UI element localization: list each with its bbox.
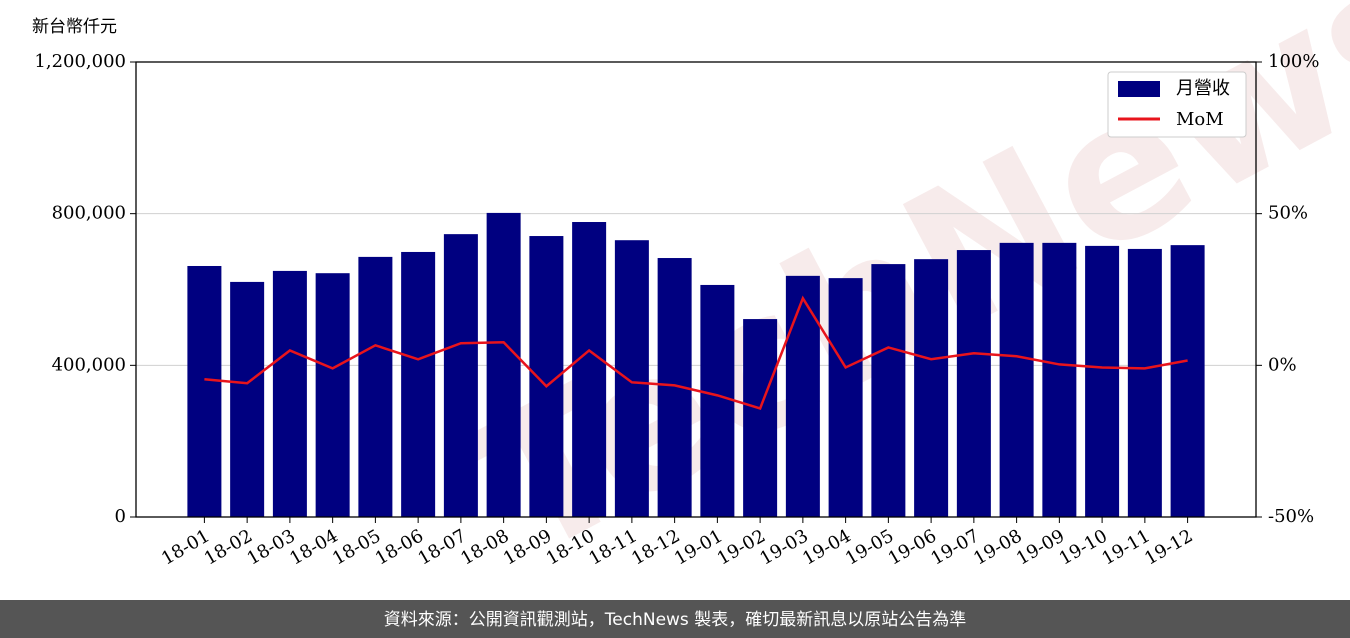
y-axis-label: 新台幣仟元 [32,17,117,37]
x-tick-label: 19-12 [1141,525,1196,569]
bar [1127,248,1162,517]
x-tick-label: 18-02 [201,525,256,569]
y-tick-label: 1,200,000 [34,51,126,72]
bar [785,275,820,517]
x-tick-label: 19-07 [927,525,982,569]
x-tick-label: 18-01 [158,525,213,569]
y-tick-label: 0 [115,506,126,527]
bar [486,212,521,518]
footer: 資料來源：公開資訊觀測站，TechNews 製表，確切最新訊息以原站公告為準 [384,610,966,630]
x-tick-label: 18-06 [372,525,427,569]
bar [743,319,778,517]
y2-tick-label: 0% [1268,354,1297,375]
bar [358,256,393,517]
x-tick-label: 18-04 [286,525,341,569]
x-tick-label: 19-11 [1098,525,1153,569]
x-tick-label: 18-03 [243,525,298,569]
x-tick-label: 18-07 [414,525,469,569]
bar [443,234,478,517]
y2-tick-label: 100% [1268,51,1319,72]
y2-tick-label: -50% [1268,506,1314,527]
legend-swatch [1118,81,1160,97]
bar [230,281,265,517]
plot-area: 0 400,000 800,000 1,200,000 -50% 0% 50% 100% 18-… [34,51,1319,570]
x-tick-label: 19-06 [885,525,940,569]
line [204,295,1188,410]
bar [956,250,991,518]
legend-label: MoM [1176,109,1224,130]
bar [401,251,436,517]
bar [572,222,607,517]
x-tick-label: 19-08 [970,525,1025,569]
x-tick-label: 19-05 [842,525,897,569]
x-tick-label: 19-10 [1056,525,1111,569]
x-tick-label: 19-01 [671,525,726,569]
bar [614,240,649,518]
bar [914,259,949,517]
bar [315,273,350,517]
bar [272,270,307,517]
y2-tick-label: 50% [1268,203,1308,224]
footer-bar [0,600,1350,638]
legend-label: 月營收 [1176,78,1230,99]
bar [1042,242,1077,518]
bar [999,242,1034,518]
x-tick-label: 18-08 [457,525,512,569]
x-tick-label: 19-03 [756,525,811,569]
x-tick-label: 18-05 [329,525,384,569]
bar [1170,245,1205,517]
bar [871,264,906,517]
x-tick-label: 19-02 [714,525,769,569]
legend: 月營收 MoM [1107,71,1247,138]
bar [187,265,222,517]
x-tick-label: 19-04 [799,525,854,569]
bar [1085,245,1120,518]
x-tick-label: 19-09 [1013,525,1068,569]
y-tick-label: 400,000 [52,354,126,375]
plot-frame [135,61,1257,518]
bar [700,284,735,517]
y-tick-label: 800,000 [52,203,126,224]
bar [828,278,863,517]
